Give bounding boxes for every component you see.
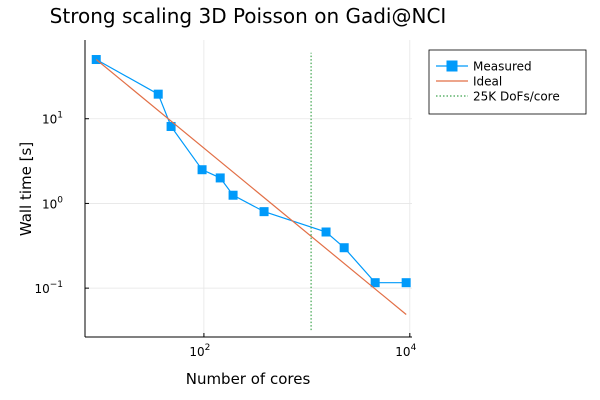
data-point <box>321 227 331 237</box>
series-line-2 <box>95 59 407 315</box>
x-tick-exponent: 4 <box>411 343 417 353</box>
chart-title: Strong scaling 3D Poisson on Gadi@NCI <box>50 4 447 28</box>
legend-label-2: Ideal <box>473 75 502 89</box>
y-tick-exponent: 0 <box>57 195 63 205</box>
data-point <box>370 278 380 288</box>
y-tick-label: 10−1 <box>34 280 63 296</box>
x-tick-exponent: 2 <box>205 343 211 353</box>
series-layer <box>91 52 411 331</box>
y-tick-base: 10 <box>42 197 57 211</box>
legend-label-3: 25K DoFs/core <box>473 90 560 104</box>
y-tick-label: 101 <box>42 111 63 127</box>
x-tick-label: 102 <box>189 343 210 359</box>
series-line-1 <box>95 58 407 284</box>
data-point <box>215 173 225 183</box>
data-point <box>153 89 163 99</box>
data-point <box>339 243 349 253</box>
data-point <box>197 165 207 175</box>
y-tick-base: 10 <box>42 113 57 127</box>
y-axis-label: Wall time [s] <box>17 142 35 236</box>
x-axis-label: Number of cores <box>186 370 311 388</box>
x-tick-label: 104 <box>395 343 416 359</box>
y-tick-exponent: −1 <box>50 280 63 290</box>
data-point <box>228 190 238 200</box>
y-tick-base: 10 <box>34 282 49 296</box>
legend-marker <box>446 60 458 72</box>
data-point <box>259 207 269 217</box>
x-tick-base: 10 <box>189 345 204 359</box>
legend-label-1: Measured <box>473 60 532 74</box>
data-point <box>401 278 411 288</box>
plot-frame <box>84 40 412 338</box>
data-point <box>166 121 176 131</box>
x-tick-base: 10 <box>395 345 410 359</box>
y-tick-exponent: 1 <box>57 111 63 121</box>
grid <box>85 40 412 337</box>
y-tick-label: 100 <box>42 195 63 211</box>
